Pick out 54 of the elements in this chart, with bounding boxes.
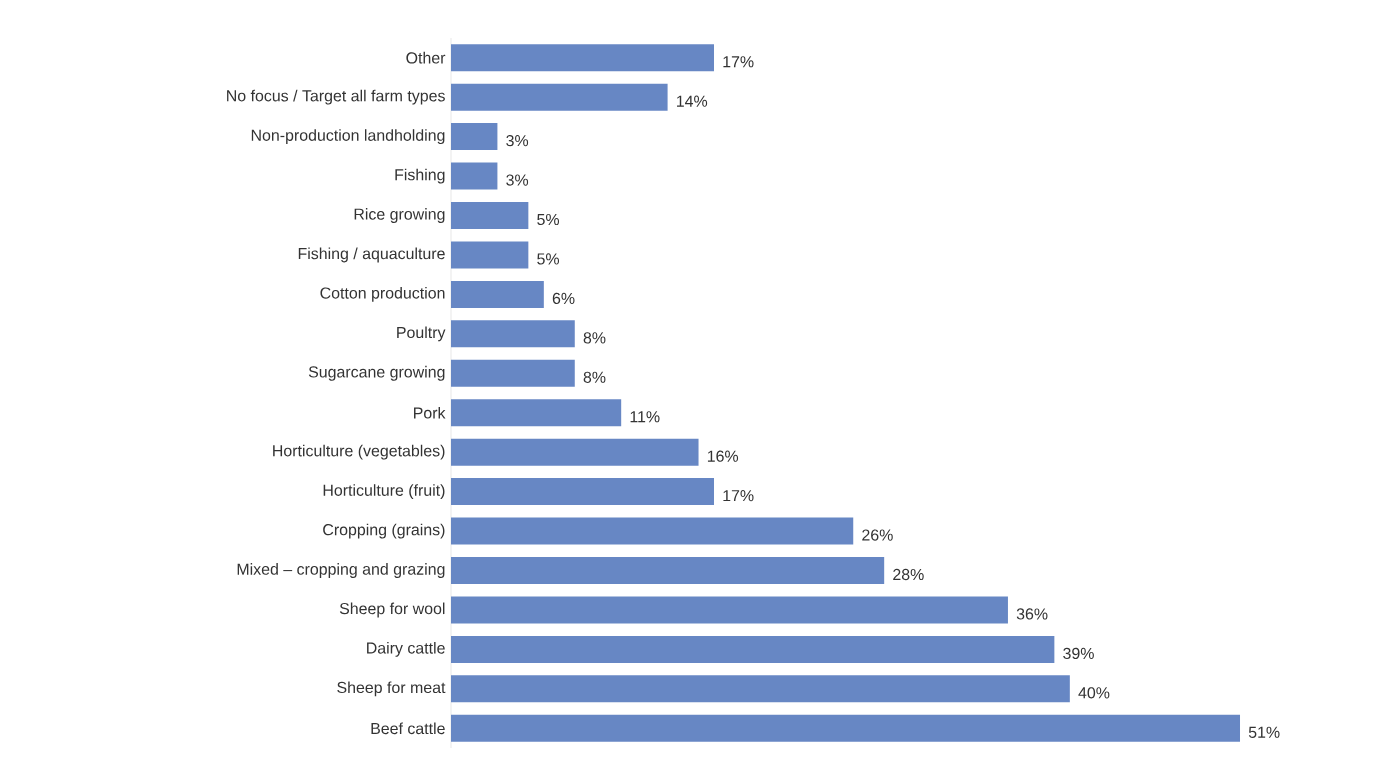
bar <box>451 83 668 111</box>
data-label: 8% <box>583 371 606 383</box>
data-label: 16% <box>707 450 739 462</box>
data-label: 17% <box>723 490 754 502</box>
data-label: 11% <box>630 411 660 423</box>
y-tick-label: No focus / Target all farm types <box>227 89 445 105</box>
bar <box>451 557 885 585</box>
y-tick-label: Fishing / aquaculture <box>298 247 445 263</box>
y-tick-label: Mixed – cropping and grazing <box>237 563 445 578</box>
data-label: 3% <box>506 134 529 147</box>
y-tick-label: Other <box>406 51 446 64</box>
bar <box>451 438 699 466</box>
data-label: 8% <box>583 332 606 344</box>
y-tick-label: Sheep for wool <box>339 602 445 618</box>
bar <box>451 123 498 151</box>
data-label: 6% <box>552 292 575 305</box>
data-label: 3% <box>506 174 529 186</box>
y-tick-label: Sugarcane growing <box>308 365 445 381</box>
data-label: 40% <box>1078 687 1110 699</box>
bar <box>451 202 529 229</box>
bar <box>451 241 529 269</box>
bar <box>451 359 575 387</box>
y-tick-label: Poultry <box>397 326 446 342</box>
bar <box>451 517 854 545</box>
bar <box>451 280 544 308</box>
y-tick-label: Pork <box>414 406 446 419</box>
bar <box>451 714 1241 742</box>
data-label: 17% <box>723 56 754 68</box>
y-tick-label: Rice growing <box>354 208 445 223</box>
bar <box>451 44 714 72</box>
y-tick-label: Dairy cattle <box>367 641 445 657</box>
y-tick-label: Beef cattle <box>371 722 445 735</box>
y-tick-label: Non-production landholding <box>251 129 445 145</box>
bar <box>451 399 622 427</box>
bar <box>451 478 714 506</box>
y-tick-label: Sheep for meat <box>337 681 446 697</box>
data-label: 51% <box>1248 726 1280 738</box>
bar <box>451 162 498 190</box>
data-label: 14% <box>677 95 708 107</box>
bar <box>451 635 1055 663</box>
bar <box>451 675 1070 703</box>
data-label: 28% <box>893 568 924 581</box>
y-tick-label: Cropping (grains) <box>323 523 445 539</box>
data-label: 39% <box>1063 647 1094 660</box>
bar <box>451 320 575 348</box>
data-label: 5% <box>537 213 560 226</box>
data-label: 26% <box>862 529 893 541</box>
data-label: 36% <box>1016 608 1048 620</box>
y-tick-label: Horticulture (fruit) <box>323 484 445 500</box>
data-label: 5% <box>537 253 560 265</box>
y-tick-label: Fishing <box>395 168 445 184</box>
y-tick-label: Cotton production <box>320 286 445 302</box>
y-tick-label: Horticulture (vegetables) <box>273 444 445 460</box>
bar <box>451 596 1008 624</box>
